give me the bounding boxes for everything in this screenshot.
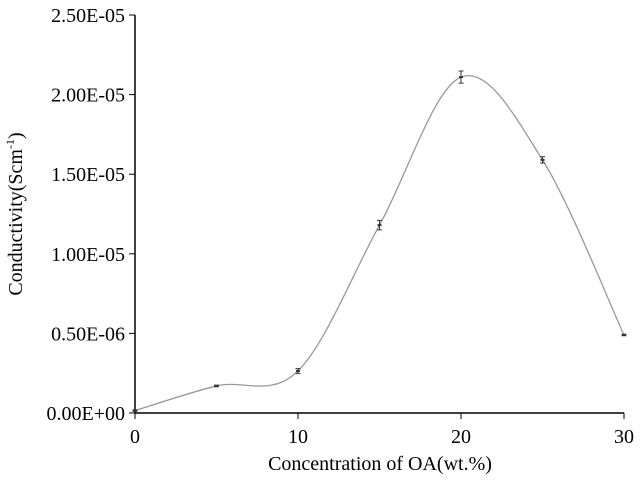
fit-curve: [134, 74, 625, 412]
marker: [296, 369, 300, 372]
y-axis-label-sup: -1: [3, 139, 17, 149]
x-axis-label: Concentration of OA(wt.%): [268, 453, 492, 475]
x-tick-label: 30: [614, 426, 634, 448]
y-axis-label-close: ): [5, 132, 27, 139]
x-tick-label: 0: [130, 426, 140, 448]
y-tick-label: 1.50E-05: [51, 164, 125, 186]
y-tick-label: 1.00E-05: [51, 244, 125, 266]
marker: [214, 384, 219, 387]
marker: [622, 333, 626, 336]
y-tick-label: 2.00E-05: [51, 85, 125, 107]
y-tick-label: 2.50E-05: [51, 5, 125, 27]
x-tick-label: 10: [288, 426, 308, 448]
y-tick-label: 0.00E+00: [47, 403, 126, 425]
y-tick-label: 0.50E-06: [51, 323, 125, 345]
marker: [540, 158, 545, 161]
y-axis-label-main: Conductivity(Scm: [5, 149, 27, 296]
marker: [459, 76, 463, 79]
x-tick-label: 20: [451, 426, 471, 448]
marker: [377, 224, 382, 227]
y-axis-label: Conductivity(Scm-1): [3, 132, 27, 295]
marker: [133, 409, 137, 412]
